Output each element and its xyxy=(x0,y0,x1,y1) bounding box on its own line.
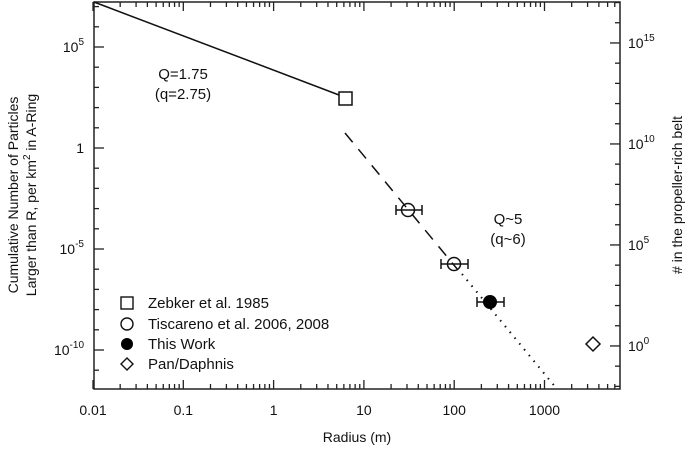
y-tick-label-right: 1015 xyxy=(628,33,655,51)
x-tick-label: 1 xyxy=(270,402,278,418)
y-tick-label-left: 105 xyxy=(63,37,85,55)
fit-line-dotted xyxy=(461,273,558,390)
point-tiscareno-2 xyxy=(440,256,469,272)
annotation-q175: Q=1.75 xyxy=(158,66,208,83)
axis-tick-labels: 0.01 0.1 1 10 100 1000 105 1 10-5 10-10 1015 1010 10… xyxy=(54,33,655,418)
y-axis-title-left: Cumulative Number of Particles xyxy=(5,97,21,294)
y-axis-title-left-line2: Larger than R, per km2 in A-Ring xyxy=(22,94,39,296)
y-tick-label-right: 105 xyxy=(628,235,650,253)
legend-icon-square xyxy=(120,296,134,310)
x-axis-title: Radius (m) xyxy=(323,429,391,445)
axis-ticks xyxy=(92,1,620,389)
x-tick-label: 100 xyxy=(443,402,467,418)
annotation-q6: (q~6) xyxy=(490,231,525,248)
legend-icon-circle-open xyxy=(120,317,134,331)
x-tick-label: 0.1 xyxy=(174,402,194,418)
y-tick-label-left: 1 xyxy=(76,140,84,156)
plot-frame xyxy=(93,1,621,390)
legend-label-this-work: This Work xyxy=(148,336,216,353)
fit-line-dashed xyxy=(344,132,459,271)
legend-label-zebker: Zebker et al. 1985 xyxy=(148,295,269,312)
y-axis-title-right: # in the propeller-rich belt xyxy=(669,116,685,274)
annotation-q275: (q=2.75) xyxy=(155,86,211,103)
y-tick-label-right: 1010 xyxy=(628,134,655,152)
x-tick-label: 1000 xyxy=(529,402,560,418)
y-tick-label-right: 100 xyxy=(628,336,650,354)
y-tick-label-left: 10-10 xyxy=(54,340,84,358)
y-tick-label-left: 10-5 xyxy=(60,239,85,257)
svg-text:# in the propeller-rich belt: # in the propeller-rich belt xyxy=(669,116,685,274)
svg-text:Cumulative Number of Particles: Cumulative Number of Particles xyxy=(5,97,21,294)
legend-label-pan-daphnis: Pan/Daphnis xyxy=(148,356,234,373)
legend: Zebker et al. 1985 Tiscareno et al. 2006… xyxy=(120,295,329,373)
legend-icon-diamond xyxy=(120,357,134,371)
annotation-q5: Q~5 xyxy=(494,211,523,228)
legend-label-tiscareno: Tiscareno et al. 2006, 2008 xyxy=(148,316,329,333)
point-zebker xyxy=(338,91,353,106)
point-this-work xyxy=(476,295,505,309)
x-tick-label: 0.01 xyxy=(79,402,106,418)
x-tick-label: 10 xyxy=(356,402,372,418)
fit-line-solid xyxy=(93,1,340,96)
svg-text:Larger than R, per km2 in A-Ri: Larger than R, per km2 in A-Ring xyxy=(22,94,39,296)
point-pan-daphnis xyxy=(584,335,602,353)
legend-icon-circle-filled xyxy=(121,338,133,350)
point-tiscareno-1 xyxy=(395,202,423,218)
